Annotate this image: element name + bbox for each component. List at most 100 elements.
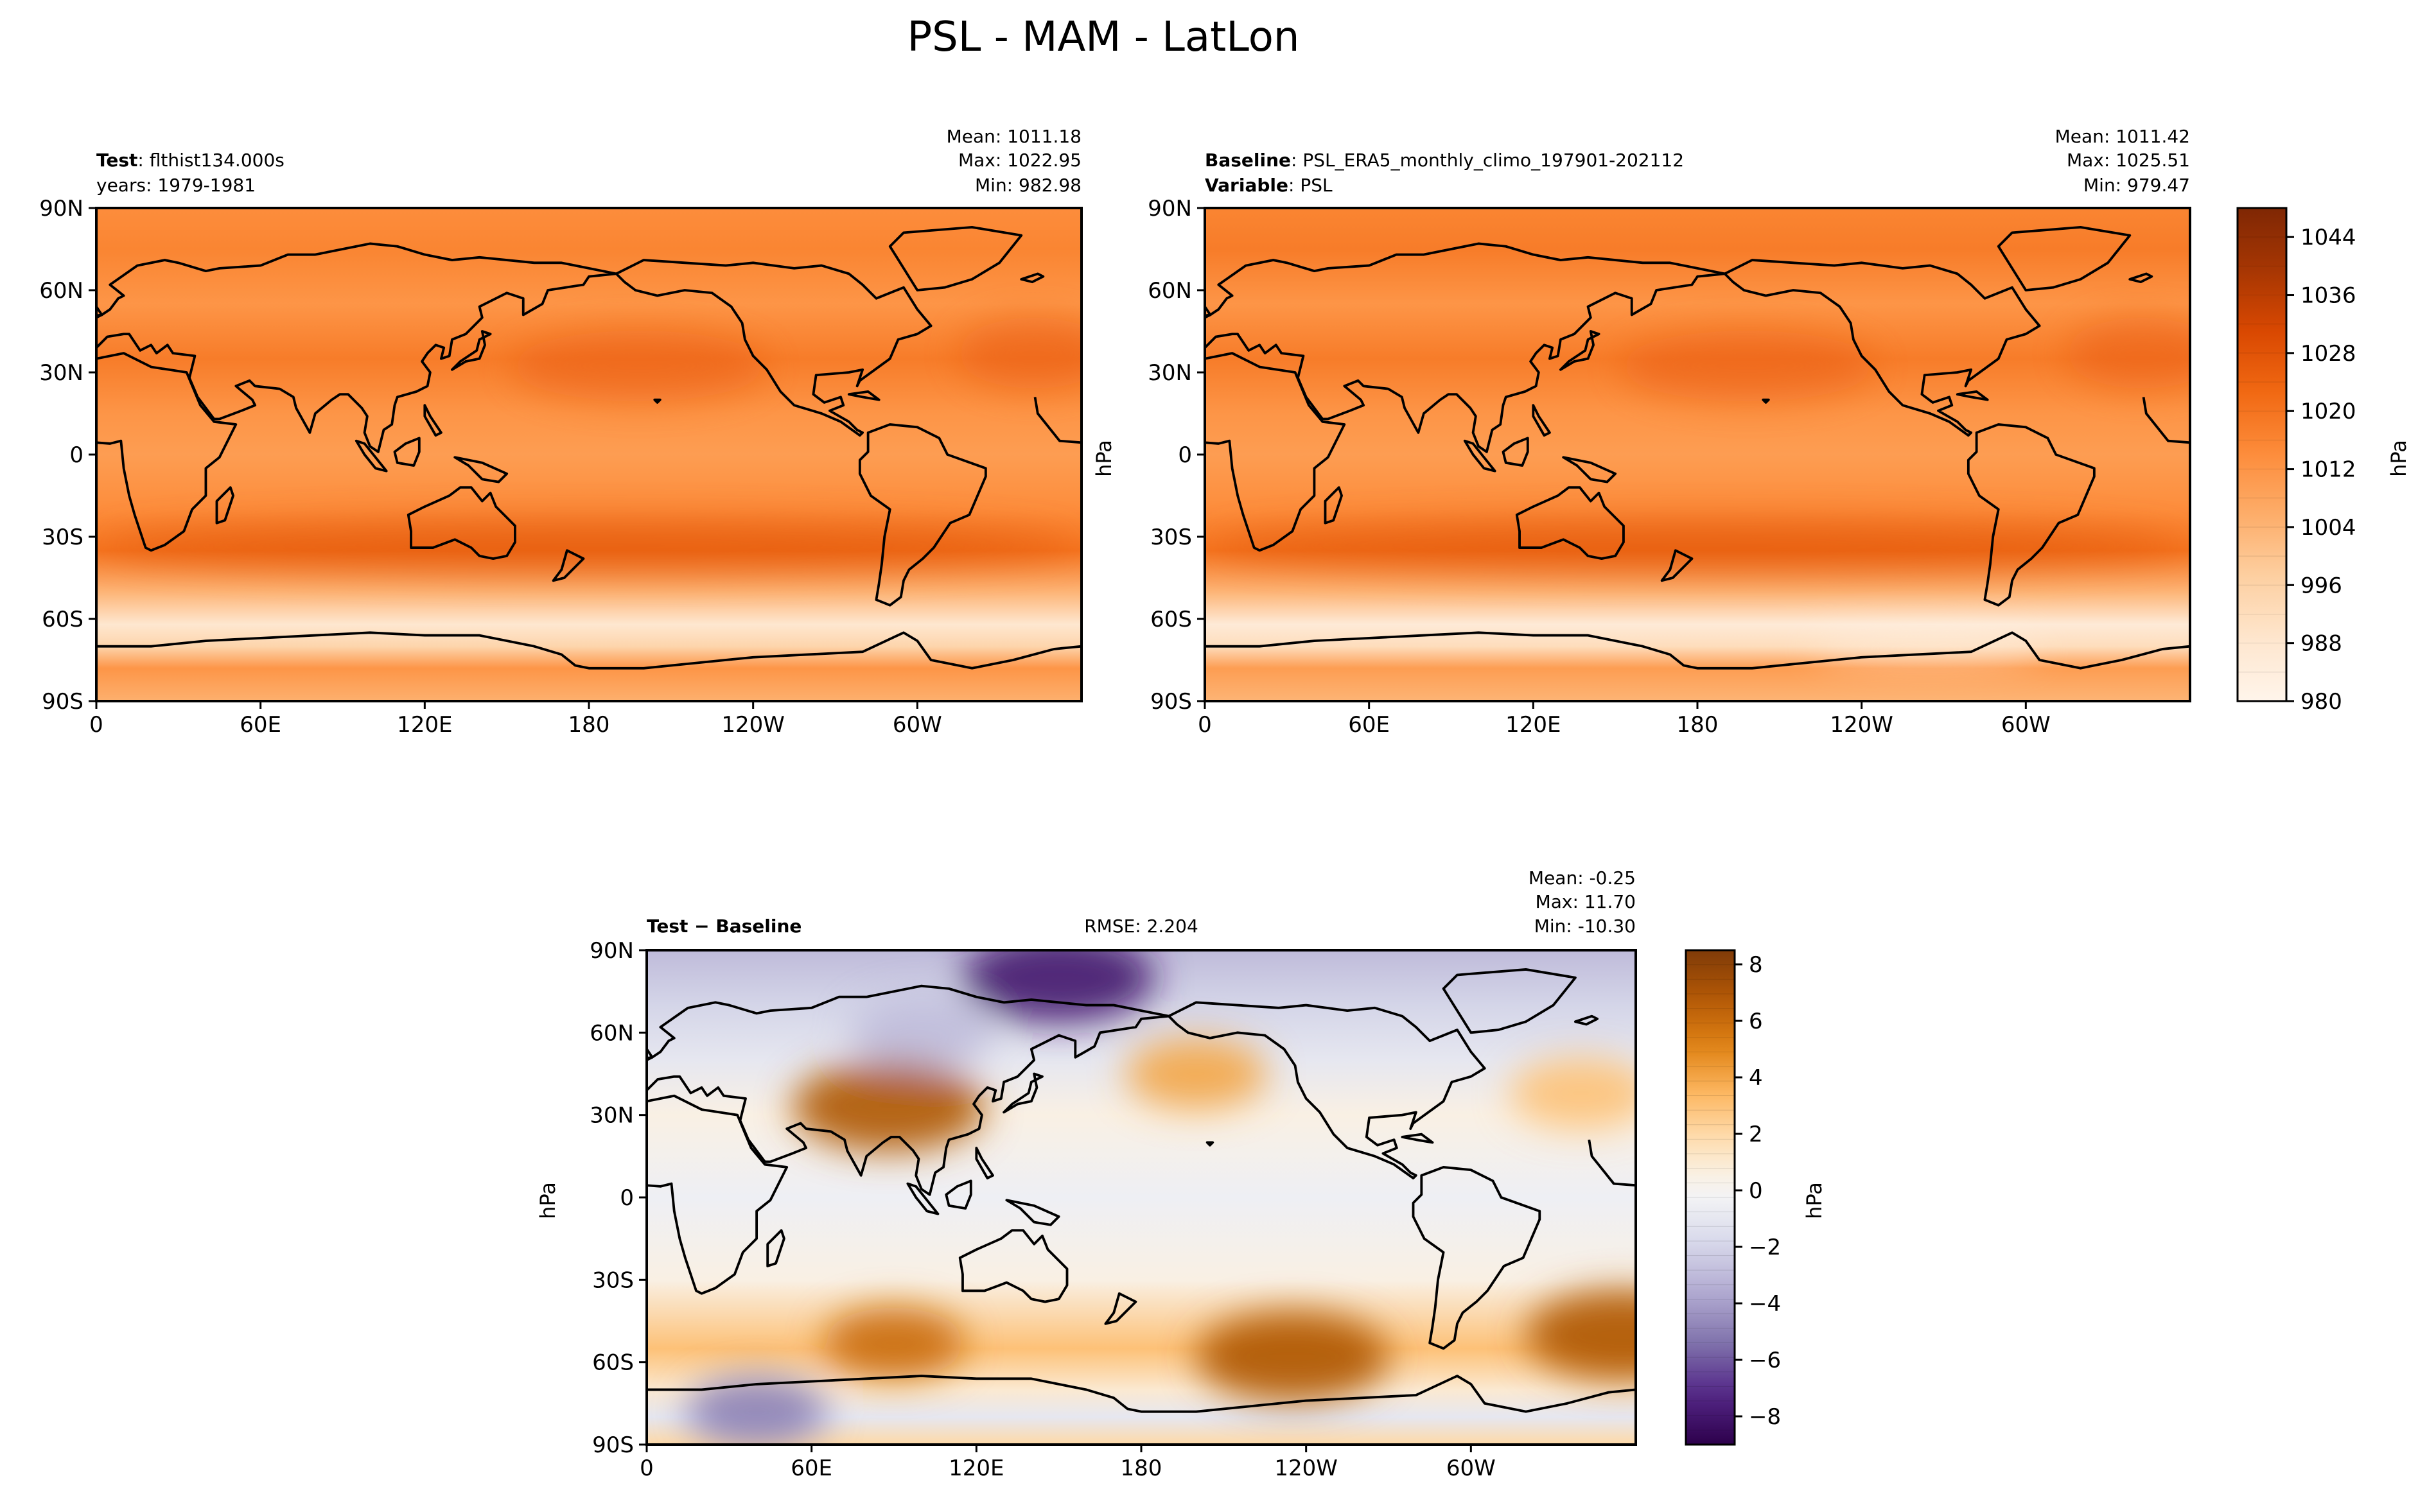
difference-colorbar-tick-label: −6 — [1749, 1348, 1781, 1373]
baseline-s-high-band — [1209, 519, 2186, 573]
absolute-colorbar: 1044 1036 1028 1020 1012 1004 996 988 980 hPa — [2236, 207, 2411, 715]
baseline-variable-text: PSL — [1300, 175, 1333, 196]
ytick-label: 30N — [1148, 360, 1192, 386]
ytick-label: 90N — [1148, 196, 1192, 222]
xtick-label: 120W — [1274, 1456, 1338, 1481]
difference-colorbar-tick-label: −4 — [1749, 1291, 1781, 1317]
difference-colorbar-ticks: 8 6 4 2 0 −2 −4 −6 −8 — [1735, 952, 1781, 1430]
difference-max: Max: 11.70 — [1536, 891, 1636, 912]
baseline-label: Baseline: PSL_ERA5_monthly_climo_197901-… — [1205, 150, 1684, 171]
difference-ylabel: hPa — [536, 1182, 560, 1219]
baseline-variable-bold: Variable — [1205, 175, 1288, 196]
test-yticks: 90N 60N 30N 0 30S 60S 90S — [39, 196, 96, 715]
anomaly-south-indian-high — [823, 1307, 965, 1378]
ytick-label: 90N — [590, 938, 634, 964]
difference-colorbar-label: hPa — [1802, 1182, 1827, 1219]
ytick-label: 60S — [592, 1350, 634, 1376]
xtick-label: 60E — [240, 712, 281, 738]
ytick-label: 90S — [42, 689, 83, 715]
difference-colorbar-tick-label: −8 — [1749, 1404, 1781, 1430]
absolute-colorbar-tick-label: 1044 — [2300, 225, 2356, 250]
difference-colorbar-bar — [1685, 949, 1736, 1446]
xtick-label: 180 — [568, 712, 610, 738]
ytick-label: 0 — [620, 1185, 634, 1211]
difference-anomaly-blobs — [686, 950, 1636, 1445]
ytick-label: 30S — [592, 1267, 634, 1293]
ytick-label: 30S — [1150, 525, 1192, 550]
test-s-high-band — [101, 519, 1077, 573]
difference-colorbar-tick-label: 4 — [1749, 1065, 1763, 1091]
absolute-colorbar-ticks: 1044 1036 1028 1020 1012 1004 996 988 980 — [2286, 225, 2356, 715]
xtick-label: 0 — [1198, 712, 1212, 738]
test-mean: Mean: 1011.18 — [947, 126, 1082, 147]
ytick-label: 60N — [590, 1020, 634, 1046]
xtick-label: 60W — [1446, 1456, 1496, 1481]
test-contour-field — [96, 208, 1082, 701]
xtick-label: 120W — [721, 712, 785, 738]
difference-contour-field — [647, 950, 1636, 1445]
ytick-label: 90N — [39, 196, 83, 222]
ytick-label: 30N — [590, 1103, 634, 1129]
absolute-colorbar-bar — [2236, 207, 2288, 702]
xtick-label: 60W — [893, 712, 942, 738]
test-label: Test: flthist134.000s — [96, 150, 285, 171]
absolute-colorbar-tick-label: 1028 — [2300, 341, 2356, 367]
baseline-natl-high — [2065, 318, 2190, 388]
difference-colorbar-tick-label: 2 — [1749, 1122, 1763, 1147]
difference-colorbar-tick-label: 6 — [1749, 1009, 1763, 1034]
difference-label: Test − Baseline — [647, 916, 802, 937]
xtick-label: 120E — [397, 712, 452, 738]
ytick-label: 0 — [69, 442, 83, 468]
test-xticks: 0 60E 120E 180 120W 60W — [89, 701, 942, 738]
difference-rmse: RMSE: 2.204 — [1084, 916, 1198, 937]
baseline-ylabel: hPa — [1092, 440, 1116, 477]
absolute-colorbar-levels — [2238, 236, 2286, 673]
ytick-label: 30S — [42, 525, 83, 550]
absolute-colorbar-tick-label: 1020 — [2300, 399, 2356, 424]
baseline-label-bold: Baseline — [1205, 150, 1291, 171]
ytick-label: 60S — [1150, 607, 1192, 632]
difference-mean: Mean: -0.25 — [1529, 867, 1636, 889]
figure-title: PSL - MAM - LatLon — [907, 13, 1300, 61]
ytick-label: 0 — [1178, 442, 1192, 468]
baseline-variable: Variable: PSL — [1205, 175, 1333, 196]
test-label-bold: Test — [96, 150, 137, 171]
difference-xticks: 0 60E 120E 180 120W 60W — [640, 1445, 1496, 1481]
baseline-npac-high — [1619, 331, 1876, 401]
baseline-yticks: 90N 60N 30N 0 30S 60S 90S — [1148, 196, 1205, 715]
ytick-label: 60N — [1148, 278, 1192, 304]
difference-colorbar-tick-label: −2 — [1749, 1235, 1781, 1260]
baseline-contour-field — [1205, 208, 2190, 701]
ytick-label: 30N — [39, 360, 83, 386]
baseline-max: Max: 1025.51 — [2067, 150, 2190, 171]
xtick-label: 60E — [1348, 712, 1390, 738]
absolute-colorbar-tick-label: 980 — [2300, 689, 2342, 715]
absolute-colorbar-label: hPa — [2387, 440, 2411, 477]
ytick-label: 60N — [39, 278, 83, 304]
test-max: Max: 1022.95 — [958, 150, 1082, 171]
test-min: Min: 982.98 — [975, 175, 1082, 196]
anomaly-south-pacific-high — [1196, 1312, 1389, 1402]
difference-colorbar-levels — [1686, 964, 1735, 1430]
anomaly-north-atlantic-high — [1510, 1057, 1636, 1129]
ytick-label: 90S — [592, 1432, 634, 1458]
xtick-label: 60W — [2001, 712, 2051, 738]
xtick-label: 60E — [791, 1456, 832, 1481]
difference-colorbar: 8 6 4 2 0 −2 −4 −6 −8 hPa — [1685, 949, 1827, 1446]
baseline-xticks: 0 60E 120E 180 120W 60W — [1198, 701, 2051, 738]
anomaly-north-pacific-high — [1125, 1038, 1267, 1109]
difference-panel: 0 60E 120E 180 120W 60W 90N 60N 30N 0 30S 60S 90S h… — [536, 867, 1637, 1481]
absolute-colorbar-tick-label: 1004 — [2300, 515, 2356, 541]
difference-min: Min: -10.30 — [1534, 916, 1636, 937]
baseline-mean: Mean: 1011.42 — [2055, 126, 2190, 147]
absolute-colorbar-tick-label: 1036 — [2300, 283, 2356, 309]
test-natl-high — [957, 318, 1082, 388]
xtick-label: 120W — [1830, 712, 1893, 738]
xtick-label: 0 — [89, 712, 103, 738]
absolute-colorbar-tick-label: 996 — [2300, 573, 2342, 598]
difference-colorbar-tick-label: 0 — [1749, 1178, 1763, 1204]
ytick-label: 60S — [42, 607, 83, 632]
xtick-label: 0 — [640, 1456, 654, 1481]
anomaly-tibet-high — [792, 1061, 985, 1152]
anomaly-arctic-low — [962, 950, 1155, 1023]
